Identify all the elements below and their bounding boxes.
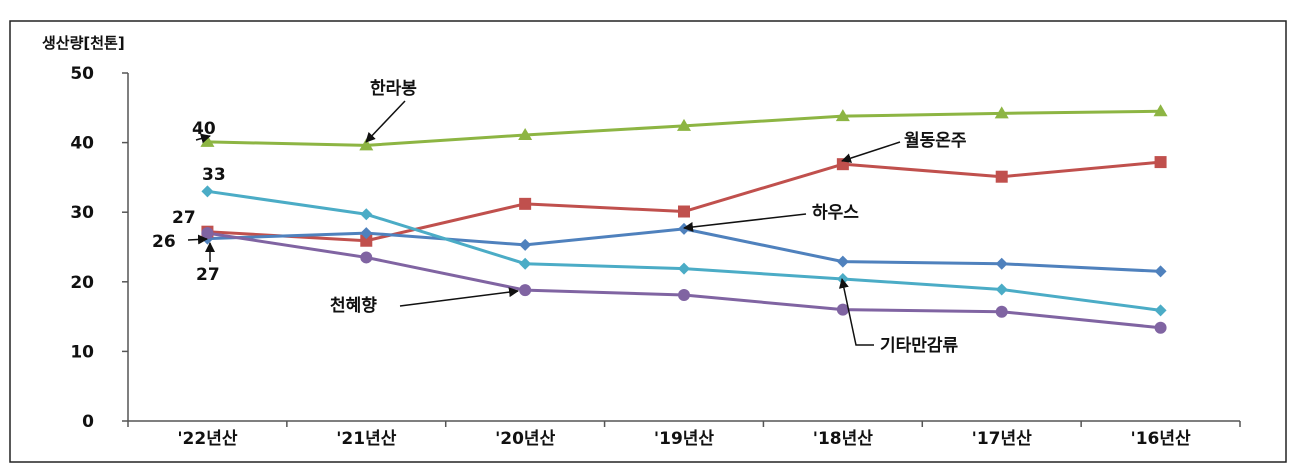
data-point-s0-4 xyxy=(835,109,850,122)
data-point-s1-6 xyxy=(1154,156,1167,169)
x-tick-label: '22년산 xyxy=(177,429,238,449)
annotation-wolldong: 월동온주 xyxy=(904,131,967,151)
data-point-s2-4 xyxy=(836,255,849,268)
data-point-s0-1 xyxy=(359,138,374,151)
y-axis-label: 생산량[천톤] xyxy=(42,34,125,52)
arrow-hallabong xyxy=(365,100,406,143)
annotation-cheonhyehyang: 천혜향 xyxy=(330,295,377,316)
data-label-cheonhye-22: 27 xyxy=(196,265,220,285)
data-label-halla-22: 40 xyxy=(192,119,216,139)
arrow-house xyxy=(683,213,807,232)
x-tick-label: '17년산 xyxy=(972,429,1033,449)
data-label-house-22: 26 xyxy=(152,232,176,252)
data-point-s0-3 xyxy=(677,118,691,131)
y-tick-label: 10 xyxy=(70,342,94,362)
data-point-s1-1 xyxy=(360,234,373,247)
x-tick-label: '20년산 xyxy=(495,429,556,449)
arrow-26 xyxy=(187,234,208,245)
data-point-s3-0 xyxy=(201,185,214,198)
data-point-s4-3 xyxy=(678,289,690,302)
x-tick-label: '18년산 xyxy=(813,429,874,449)
data-point-s0-2 xyxy=(518,127,533,140)
data-point-s4-4 xyxy=(836,303,849,316)
data-point-s2-1 xyxy=(360,227,373,240)
y-tick-label: 30 xyxy=(70,203,94,223)
data-point-s1-2 xyxy=(519,197,532,210)
data-point-s4-6 xyxy=(1154,321,1167,334)
arrow-40 xyxy=(195,133,211,144)
data-point-s2-5 xyxy=(995,257,1008,270)
data-point-s0-5 xyxy=(994,106,1009,119)
chart-border xyxy=(9,20,1287,463)
data-label-other-22: 33 xyxy=(202,165,226,185)
data-point-s4-5 xyxy=(995,305,1008,318)
y-tick-label: 50 xyxy=(70,64,94,84)
data-point-s3-5 xyxy=(995,283,1008,296)
annotation-hallabong: 한라봉 xyxy=(370,79,417,99)
y-tick-label: 20 xyxy=(70,273,94,293)
axes: 0 10 20 30 40 50 '22년산 '21년산 '20년산 '19년산 '18년산 '17년… xyxy=(70,64,1241,449)
y-tick-label: 0 xyxy=(82,412,94,432)
data-point-s3-1 xyxy=(360,208,373,221)
arrow-other xyxy=(838,278,874,346)
data-point-s3-2 xyxy=(519,257,532,270)
data-point-s4-1 xyxy=(360,251,373,264)
top-banner-strip xyxy=(0,0,1297,8)
data-label-winter-22: 27 xyxy=(172,208,196,228)
data-point-s2-6 xyxy=(1154,265,1167,278)
annotation-other: 기타만감류 xyxy=(880,336,959,356)
data-point-s2-3 xyxy=(678,222,690,235)
data-point-s4-2 xyxy=(519,284,532,297)
data-point-s0-6 xyxy=(1153,104,1168,117)
x-tick-label: '19년산 xyxy=(654,429,715,449)
data-point-s4-0 xyxy=(201,227,214,240)
data-point-s2-2 xyxy=(519,238,532,251)
y-tick-label: 40 xyxy=(70,134,94,154)
arrow-cheonhyehyang xyxy=(399,287,519,307)
data-point-s1-5 xyxy=(995,170,1008,183)
data-point-s1-3 xyxy=(678,205,690,218)
arrow-wolldong xyxy=(841,141,901,163)
x-tick-label: '21년산 xyxy=(336,429,397,449)
x-tick-label: '16년산 xyxy=(1130,429,1191,449)
data-point-s3-6 xyxy=(1154,304,1167,317)
data-point-s3-3 xyxy=(678,262,690,275)
annotation-house: 하우스 xyxy=(812,203,859,223)
